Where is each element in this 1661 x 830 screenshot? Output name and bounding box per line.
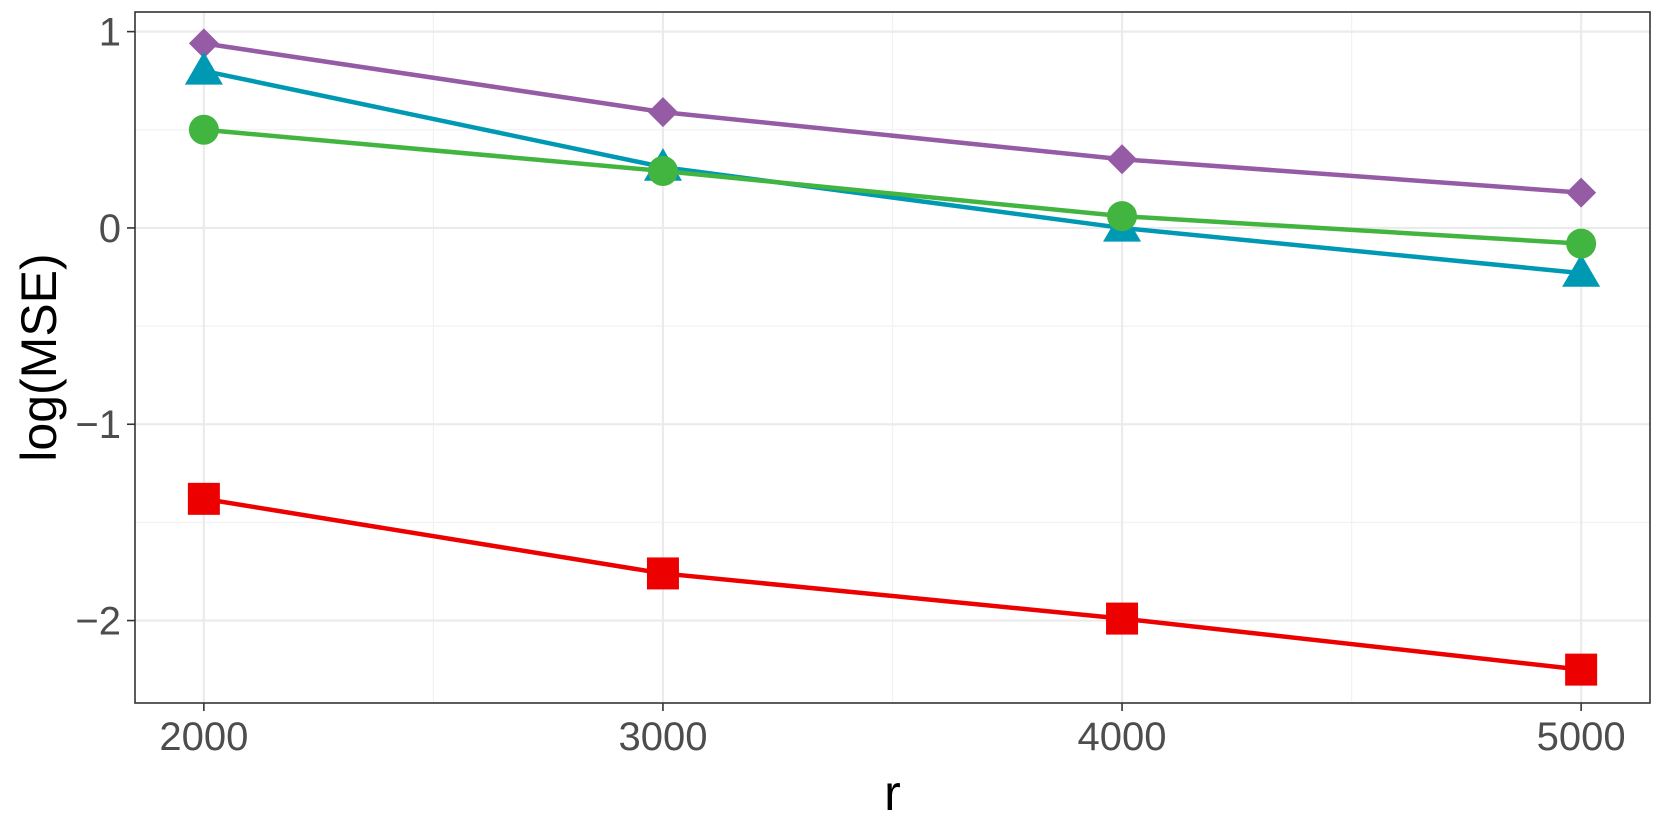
data-point-square bbox=[187, 482, 220, 515]
x-tick-label: 2000 bbox=[159, 715, 248, 759]
series-line bbox=[203, 68, 1582, 276]
series-circle bbox=[188, 114, 1597, 259]
series-square bbox=[187, 482, 1598, 686]
data-point-diamond bbox=[1566, 177, 1597, 208]
y-tick-label: −1 bbox=[75, 403, 121, 447]
x-axis-title: r bbox=[884, 765, 901, 821]
data-point-triangle bbox=[184, 51, 223, 85]
series-line bbox=[203, 41, 1582, 195]
data-point-square bbox=[646, 557, 679, 590]
data-point-circle bbox=[647, 156, 678, 187]
y-axis: −2 −1 0 1 bbox=[75, 11, 135, 644]
y-axis-title: log(MSE) bbox=[11, 253, 67, 461]
data-point-square bbox=[1565, 653, 1598, 686]
plot-panel bbox=[134, 11, 1651, 704]
major-gridlines bbox=[135, 12, 1650, 703]
series-layer bbox=[184, 28, 1601, 686]
data-point-diamond bbox=[1107, 144, 1138, 175]
y-tick-label: 1 bbox=[99, 11, 121, 55]
series-diamond bbox=[188, 28, 1597, 208]
data-point-diamond bbox=[647, 97, 678, 128]
series-line bbox=[203, 127, 1582, 246]
series-line bbox=[203, 496, 1582, 672]
y-tick-label: 0 bbox=[99, 207, 121, 251]
x-tick-label: 5000 bbox=[1537, 715, 1626, 759]
data-point-circle bbox=[188, 114, 219, 145]
data-point-circle bbox=[1107, 201, 1138, 232]
x-tick-label: 3000 bbox=[618, 715, 707, 759]
data-point-square bbox=[1106, 602, 1139, 635]
x-tick-label: 4000 bbox=[1078, 715, 1167, 759]
data-point-circle bbox=[1566, 228, 1597, 259]
minor-gridlines bbox=[135, 12, 1650, 703]
y-tick-label: −2 bbox=[75, 600, 121, 644]
x-axis: 2000 3000 4000 5000 bbox=[159, 703, 1626, 759]
data-point-diamond bbox=[188, 28, 219, 59]
data-point-triangle bbox=[1562, 254, 1601, 287]
